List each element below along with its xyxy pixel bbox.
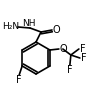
Text: F: F xyxy=(81,53,87,63)
Text: O: O xyxy=(59,44,67,54)
Text: F: F xyxy=(16,75,22,85)
Text: F: F xyxy=(80,44,86,54)
Text: NH: NH xyxy=(22,19,36,28)
Text: O: O xyxy=(52,25,60,35)
Text: F: F xyxy=(67,65,73,75)
Text: H₂N: H₂N xyxy=(2,21,20,30)
